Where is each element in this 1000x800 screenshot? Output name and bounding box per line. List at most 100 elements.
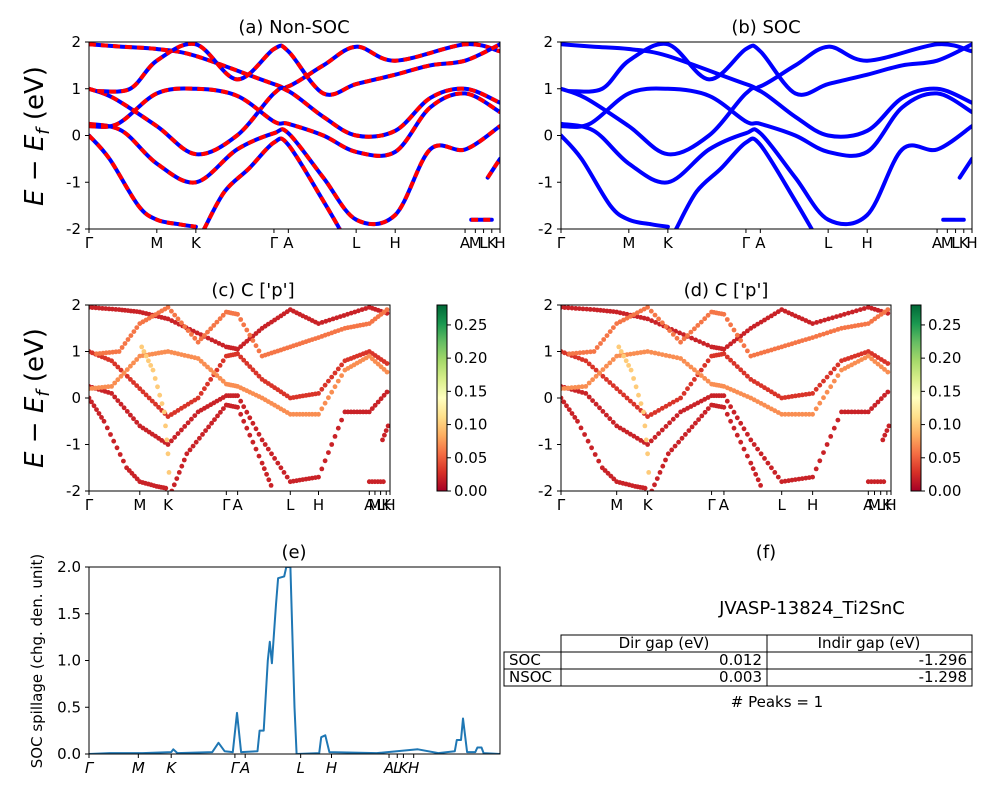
- panel-d-point: [643, 437, 649, 443]
- panel-d-point: [579, 357, 585, 362]
- panel-d-point: [656, 431, 661, 436]
- panel-c-ytick-label: 0: [71, 389, 81, 407]
- panel-d-point: [818, 318, 823, 324]
- panel-c-point: [131, 329, 137, 334]
- panel-c-point: [134, 383, 140, 388]
- panel-f-title: (f): [756, 542, 776, 563]
- panel-c-point: [209, 337, 215, 343]
- panel-d-point: [831, 425, 837, 431]
- panel-d-point: [577, 350, 583, 356]
- panel-c-point: [217, 376, 223, 381]
- panel-d-point: [753, 471, 759, 477]
- panel-c-point: [250, 439, 256, 445]
- panel-d-point: [670, 416, 676, 422]
- panel-c-point: [261, 466, 267, 472]
- panel-c-point: [124, 367, 130, 372]
- panel-d-point: [624, 395, 630, 401]
- panel-c-point: [161, 409, 167, 415]
- panel-d-point: [689, 424, 695, 430]
- panel-b-ytick-label: -2: [538, 220, 553, 238]
- panel-c-point: [115, 364, 121, 370]
- panel-c-point: [143, 353, 149, 359]
- panel-d-point: [731, 409, 737, 415]
- panel-c-point: [206, 424, 212, 430]
- panel-c-point: [109, 358, 114, 364]
- panel-d-point: [765, 460, 771, 466]
- panel-c-point: [372, 402, 378, 408]
- panel-d-point: [721, 393, 727, 399]
- material-id: JVASP-13824_Ti2SnC: [718, 598, 905, 619]
- panel-b-band-3: [561, 133, 670, 229]
- panel-d-point: [738, 420, 744, 426]
- panel-c-point: [253, 446, 259, 452]
- panel-c-point: [153, 401, 158, 407]
- panel-c-point: [165, 316, 171, 322]
- panel-d-point: [734, 432, 740, 438]
- panel-d-point: [607, 380, 613, 385]
- panel-d-point: [882, 432, 888, 438]
- panel-c-point: [339, 373, 344, 378]
- panel-d-point: [618, 349, 624, 354]
- panel-d-xtick-label: Γ: [557, 496, 566, 514]
- panel-d-point: [610, 357, 616, 362]
- panel-c-point: [265, 446, 271, 452]
- panel-c-point: [198, 332, 204, 337]
- panel-b-xtick-label: Γ: [557, 234, 566, 252]
- panel-c-point: [284, 474, 290, 480]
- panel-d-point: [828, 370, 834, 376]
- panel-c-ytick-label: -1: [66, 436, 81, 454]
- panel-a-ytick-label: -1: [66, 173, 81, 191]
- panel-b-bands: [561, 42, 972, 229]
- gap-table-header-dir: Dir gap (eV): [619, 634, 710, 652]
- panel-c-point: [217, 316, 223, 322]
- panel-c-point: [332, 384, 338, 390]
- panel-d-point: [850, 309, 855, 315]
- panel-c-point: [198, 358, 204, 364]
- panel-c-point: [244, 361, 250, 366]
- panel-d-point: [657, 470, 663, 475]
- panel-c-point: [118, 367, 124, 373]
- panel-d-point: [810, 391, 815, 396]
- panel-d-point: [667, 328, 672, 333]
- gap-table-nsoc-label: NSOC: [509, 668, 552, 686]
- panel-d-xtick-label: M: [868, 496, 881, 514]
- panel-d-point: [755, 321, 760, 327]
- panel-d-point: [583, 358, 589, 364]
- panel-d-point: [796, 411, 802, 417]
- panel-c-point: [117, 452, 123, 457]
- panel-c-point: [166, 470, 172, 475]
- panel-d-point: [645, 442, 650, 447]
- panel-d-point: [663, 424, 669, 429]
- panel-d-point: [581, 350, 586, 355]
- panel-d-point: [810, 474, 815, 480]
- panel-d-point: [702, 363, 708, 368]
- panel-d-point: [670, 354, 676, 360]
- panel-d-point: [681, 336, 687, 342]
- panel-d-point: [731, 338, 737, 344]
- panel-d-point: [828, 384, 834, 390]
- panel-e-xticks: Γ M K Γ A L H ALK H: [85, 754, 419, 777]
- panel-c-point: [275, 460, 281, 466]
- panel-d-points: [561, 305, 891, 491]
- panel-d-point: [734, 415, 740, 421]
- panel-c-point: [322, 458, 328, 464]
- panel-d-point: [831, 328, 837, 333]
- panel-c-point: [172, 434, 178, 440]
- panel-c-point: [182, 324, 188, 330]
- panel-c-point: [316, 474, 321, 480]
- panel-d-xtick-label: H: [885, 496, 896, 514]
- panel-d-point: [663, 403, 669, 409]
- panel-d-point: [607, 416, 613, 422]
- panel-e-ytick-label: 0.5: [57, 698, 81, 716]
- panel-d-point: [721, 346, 727, 352]
- panel-c-point: [128, 333, 134, 338]
- panel-d-point: [835, 327, 841, 332]
- panel-d-point: [652, 434, 658, 440]
- panel-d-point: [886, 423, 891, 429]
- panel-c-point: [185, 328, 191, 333]
- panel-e-xtick-label: K: [398, 759, 409, 777]
- panel-d-point: [728, 357, 733, 363]
- panel-c-point: [195, 395, 201, 401]
- panel-d-point: [842, 409, 848, 415]
- panel-d-ytick-label: 1: [543, 343, 553, 361]
